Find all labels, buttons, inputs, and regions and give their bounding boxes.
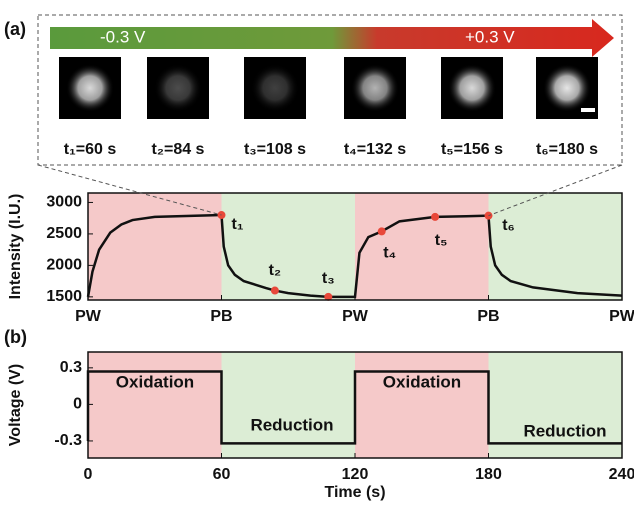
voltage-end: +0.3 V <box>465 27 515 46</box>
x-tick-label: PB <box>477 308 499 325</box>
frame-spot <box>351 64 399 112</box>
frame-label: t₂=84 s <box>152 141 205 158</box>
y-tick-label: 1500 <box>46 288 82 305</box>
phase-shade <box>88 352 222 458</box>
y-axis-label: Intensity (I.U.) <box>7 194 24 300</box>
phase-shade <box>88 193 222 300</box>
phase-shade <box>355 193 489 300</box>
time-point-label: t₂ <box>269 262 281 279</box>
phase-shade <box>489 352 623 458</box>
time-point-label: t₃ <box>322 270 335 287</box>
frame-label: t₅=156 s <box>441 141 503 158</box>
phase-annotation: Oxidation <box>116 372 194 391</box>
time-point-label: t₁ <box>232 216 244 233</box>
x-tick-label: 120 <box>342 466 369 483</box>
phase-shade <box>222 193 356 300</box>
time-point <box>431 213 439 221</box>
phase-shade <box>355 352 489 458</box>
y-tick-label: 2000 <box>46 257 82 274</box>
panel-label: (a) <box>4 19 26 39</box>
y-tick-label: 0.3 <box>60 359 82 376</box>
frame-label: t₄=132 s <box>344 141 406 158</box>
frame-label: t₁=60 s <box>64 141 117 158</box>
phase-shade <box>489 193 623 300</box>
x-tick-label: PW <box>342 308 369 325</box>
phase-shade <box>222 352 356 458</box>
x-tick-label: 60 <box>213 466 231 483</box>
frames: t₁=60 s t₂=84 s t₃=108 s t₄=132 s t₅=156 s t₆… <box>59 57 598 158</box>
y-axis-label: Voltage (V) <box>7 364 24 446</box>
y-tick-label: 0 <box>73 396 82 413</box>
phase-annotation: Oxidation <box>383 372 461 391</box>
frame-label: t₃=108 s <box>244 141 306 158</box>
x-tick-label: 180 <box>475 466 502 483</box>
x-axis-label: Time (s) <box>324 484 385 501</box>
frame-spot <box>543 64 591 112</box>
frame-spot <box>251 64 299 112</box>
x-tick-label: PW <box>609 308 634 325</box>
panel-label: (b) <box>4 327 27 347</box>
y-tick-label: 3000 <box>46 194 82 211</box>
x-tick-label: PB <box>210 308 232 325</box>
x-tick-label: 240 <box>609 466 634 483</box>
x-tick-label: 0 <box>84 466 93 483</box>
phase-annotation: Reduction <box>250 415 333 434</box>
figure: (a) -0.3 V +0.3 V t₁=60 s t₂=84 s t₃=108 s… <box>0 0 634 502</box>
time-point-label: t₄ <box>383 245 396 262</box>
scale-bar <box>581 108 595 112</box>
frame-spot <box>66 64 114 112</box>
voltage-start: -0.3 V <box>100 27 146 46</box>
frame-label: t₆=180 s <box>536 141 598 158</box>
frame-spot <box>448 64 496 112</box>
time-point <box>271 287 279 295</box>
y-tick-label: 2500 <box>46 225 82 242</box>
y-tick-label: -0.3 <box>54 432 82 449</box>
time-point-label: t₅ <box>435 232 448 249</box>
phase-annotation: Reduction <box>523 421 606 440</box>
time-point-label: t₆ <box>502 217 515 234</box>
x-tick-label: PW <box>75 308 102 325</box>
frame-spot <box>154 64 202 112</box>
time-point <box>378 227 386 235</box>
